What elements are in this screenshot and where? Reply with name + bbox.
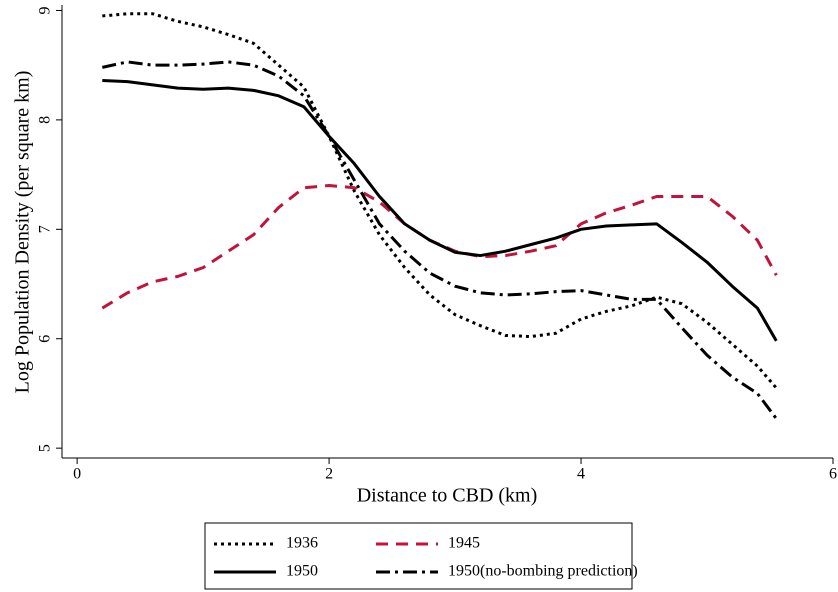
- x-tick-label: 6: [829, 466, 837, 483]
- legend-label: 1950(no-bombing prediction): [448, 563, 638, 580]
- legend-label: 1945: [448, 535, 480, 552]
- x-tick-label: 0: [73, 466, 81, 483]
- y-tick-label: 6: [37, 335, 54, 343]
- y-tick-label: 7: [37, 225, 54, 233]
- x-tick-label: 4: [577, 466, 585, 483]
- legend-label: 1950: [286, 563, 318, 580]
- legend-label: 1936: [286, 535, 318, 552]
- series-line: [101, 60, 778, 420]
- y-axis-title: Log Population Density (per square km): [12, 71, 34, 394]
- y-tick-label: 8: [37, 116, 54, 124]
- series-line: [102, 79, 778, 342]
- legend-box: [204, 522, 633, 590]
- x-tick-label: 2: [325, 466, 333, 483]
- y-tick-label: 5: [37, 444, 54, 452]
- x-axis-title: Distance to CBD (km): [357, 485, 538, 507]
- series-line: [101, 184, 778, 310]
- series-line: [102, 12, 778, 389]
- y-tick-label: 9: [37, 6, 54, 14]
